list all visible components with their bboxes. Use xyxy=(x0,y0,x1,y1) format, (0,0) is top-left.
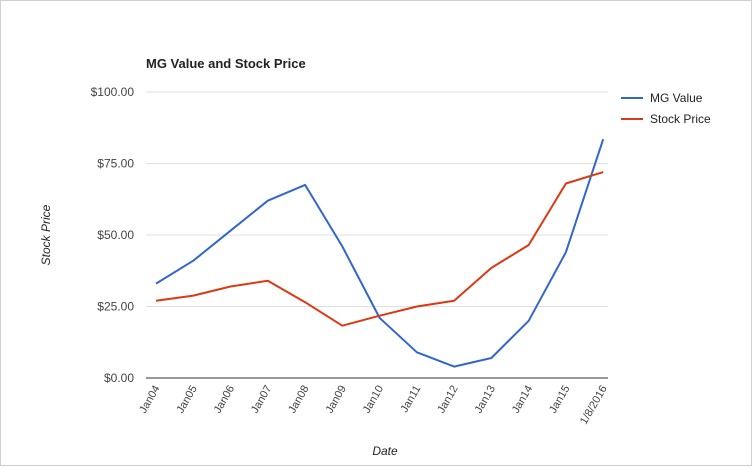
y-tick-label: $100.00 xyxy=(91,85,135,99)
series-line-stock-price xyxy=(155,171,604,327)
x-tick-label: Jan04 xyxy=(137,384,162,416)
x-tick-label: Jan12 xyxy=(435,384,460,416)
x-tick-label: Jan14 xyxy=(510,384,535,416)
legend-label: Stock Price xyxy=(650,112,711,126)
y-axis-title: Stock Price xyxy=(39,204,53,265)
x-tick-label: Jan06 xyxy=(212,384,237,416)
x-tick-label: Jan15 xyxy=(547,384,572,416)
chart-title: MG Value and Stock Price xyxy=(146,56,306,71)
y-tick-label: $50.00 xyxy=(97,228,134,242)
x-tick-label: Jan05 xyxy=(174,384,199,416)
x-tick-label: Jan11 xyxy=(398,384,423,415)
x-tick-label: Jan08 xyxy=(286,384,311,416)
x-tick-label: Jan07 xyxy=(249,384,274,416)
series-line-mg-value xyxy=(155,138,605,368)
legend-label: MG Value xyxy=(650,91,703,105)
x-tick-label: Jan13 xyxy=(473,383,498,415)
x-tick-label: Jan09 xyxy=(324,384,349,416)
x-tick-label: 1/8/2016 xyxy=(578,384,610,427)
x-tick-label: Jan10 xyxy=(361,384,386,416)
y-tick-label: $0.00 xyxy=(104,371,134,385)
y-tick-label: $75.00 xyxy=(97,157,134,171)
x-axis-title: Date xyxy=(372,444,398,458)
y-tick-label: $25.00 xyxy=(97,300,134,314)
